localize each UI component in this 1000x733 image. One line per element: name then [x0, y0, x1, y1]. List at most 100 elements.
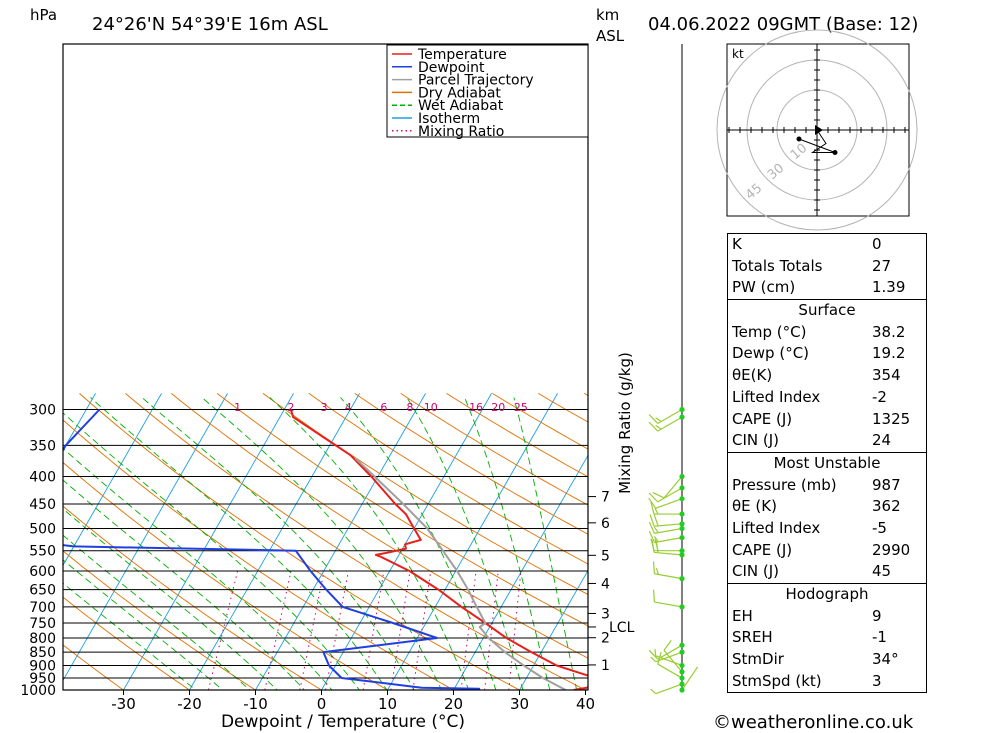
mixing-ratio-label: 20	[491, 401, 505, 414]
height-axis: 7 6 5 4 3 2 1 LCL	[588, 490, 635, 674]
index-value: 1325	[872, 409, 911, 428]
index-label: Totals Totals	[732, 256, 823, 275]
wind-barb-staff	[657, 487, 683, 503]
isotherm-line	[320, 393, 492, 690]
wind-barb-flag	[655, 424, 662, 430]
wind-barb-flag	[653, 536, 659, 543]
wet-adiabat-line	[63, 447, 333, 690]
wind-barb-staff	[654, 537, 683, 544]
wet-adiabat-line	[63, 534, 251, 690]
storm-motion-marker	[815, 125, 823, 135]
wind-barb-dot	[679, 406, 685, 413]
wind-barb-flag	[654, 538, 659, 551]
mixing-ratio-line	[362, 570, 385, 690]
index-row: CAPE (J) 1325	[728, 409, 926, 431]
wind-barb-staff	[654, 601, 683, 608]
wet-adiabat-line	[269, 397, 470, 690]
wind-barb-staff	[654, 523, 683, 527]
wet-adiabat-line	[63, 412, 360, 690]
wind-barb-dot	[679, 681, 685, 687]
index-row: PW (cm) 1.39	[728, 277, 926, 299]
index-value: 362	[872, 497, 901, 516]
isotherm-line	[254, 393, 426, 690]
hodograph-ring	[716, 29, 918, 231]
index-value: 19.2	[872, 344, 906, 363]
index-row: Totals Totals 27	[728, 256, 926, 278]
index-row: EH 9	[728, 606, 926, 628]
index-row: Lifted Index -2	[728, 387, 926, 409]
index-label: StmSpd (kt)	[732, 671, 822, 690]
mixing-ratio-label: 1	[234, 401, 241, 414]
height-tick-label: 6	[601, 516, 610, 532]
index-section-title: Surface	[798, 301, 856, 320]
temperature-tick-label: -30	[111, 695, 136, 713]
wind-barb-flag	[650, 501, 655, 515]
dry-adiabat-line	[171, 393, 588, 659]
index-value: 27	[872, 256, 892, 275]
pressure-tick-label: 1000	[20, 683, 56, 699]
dry-adiabat-line	[63, 419, 455, 690]
pressure-tick-label: 400	[29, 470, 56, 486]
index-section: Surface Temp (°C) 38.2 Dewp (°C) 19.2 θE(K) 35…	[727, 299, 927, 453]
mixing-ratio-line	[207, 570, 239, 690]
wind-barb-dot	[679, 414, 685, 420]
index-label: θE (K)	[732, 497, 777, 516]
pressure-tick-label: 450	[29, 497, 56, 513]
index-value: 38.2	[872, 322, 906, 341]
index-label: CAPE (J)	[732, 540, 793, 559]
indices-table: K 0 Totals Totals 27 PW (cm) 1.39 Surface Temp …	[727, 233, 927, 694]
index-value: 1.39	[872, 278, 906, 297]
wind-barb-dot	[679, 662, 685, 669]
wind-barb-dot	[679, 576, 685, 582]
index-section-title: Hodograph	[785, 585, 869, 603]
pressure-tick-label: 850	[29, 645, 56, 661]
wind-barb-flag	[654, 649, 657, 656]
height-tick-label: 4	[601, 576, 610, 592]
wind-barb-dot	[679, 604, 685, 610]
index-value: 24	[872, 431, 892, 450]
pressure-tick-label: 650	[29, 583, 56, 599]
dry-adiabat-line	[79, 393, 521, 690]
wind-barb-staff	[657, 663, 683, 679]
isotherm-line	[188, 393, 360, 690]
index-row: StmDir 34°	[728, 649, 926, 671]
wind-barb-staff	[657, 644, 683, 660]
index-section: Most Unstable Pressure (mb) 987 θE (K) 362 Li…	[727, 451, 927, 584]
isotherm-line	[452, 454, 588, 690]
wind-barb-dot	[679, 649, 685, 655]
profiles	[63, 408, 588, 690]
height-tick-label: 3	[601, 606, 610, 622]
index-row: θE (K) 362	[728, 496, 926, 518]
index-value: 34°	[872, 650, 899, 669]
mixing-ratio-line	[412, 570, 432, 690]
index-label: CIN (J)	[732, 562, 780, 581]
legend-entry: Wet Adiabat	[418, 98, 504, 114]
wet-adiabat-line	[406, 397, 524, 690]
mixing-ratio-labels: 1 2 3 4 6 8 10 16 20 25	[234, 401, 528, 414]
wind-barb-staff	[655, 498, 683, 509]
wind-barb-flag	[650, 656, 657, 663]
dry-adiabat-line	[262, 393, 588, 596]
index-label: SREH	[732, 628, 773, 647]
index-section: K 0 Totals Totals 27 PW (cm) 1.39	[727, 233, 927, 301]
index-label: CAPE (J)	[732, 409, 793, 428]
mixing-ratio-label: 4	[345, 401, 352, 414]
index-row: θE(K) 354	[728, 365, 926, 387]
index-row: Pressure (mb) 987	[728, 475, 926, 497]
index-section: Hodograph EH 9 SREH -1 StmDir 34° StmSpd (kt) 3	[727, 583, 927, 694]
wet-adiabat-line	[63, 479, 306, 690]
mixing-ratio-line	[484, 570, 499, 690]
temperature-axis: -30 -20 -10 0 10 20 30 40	[111, 690, 595, 713]
pressure-tick-label: 900	[29, 658, 56, 674]
index-label: CIN (J)	[732, 431, 780, 450]
height-tick-label: 5	[601, 548, 610, 564]
hodograph-unit-label: kt	[732, 47, 744, 61]
wind-barb-flag	[653, 526, 659, 534]
temperature-tick-label: 40	[576, 695, 595, 713]
isotherm-line	[0, 393, 30, 701]
index-label: PW (cm)	[732, 278, 796, 297]
wind-barb-dot	[679, 675, 685, 681]
